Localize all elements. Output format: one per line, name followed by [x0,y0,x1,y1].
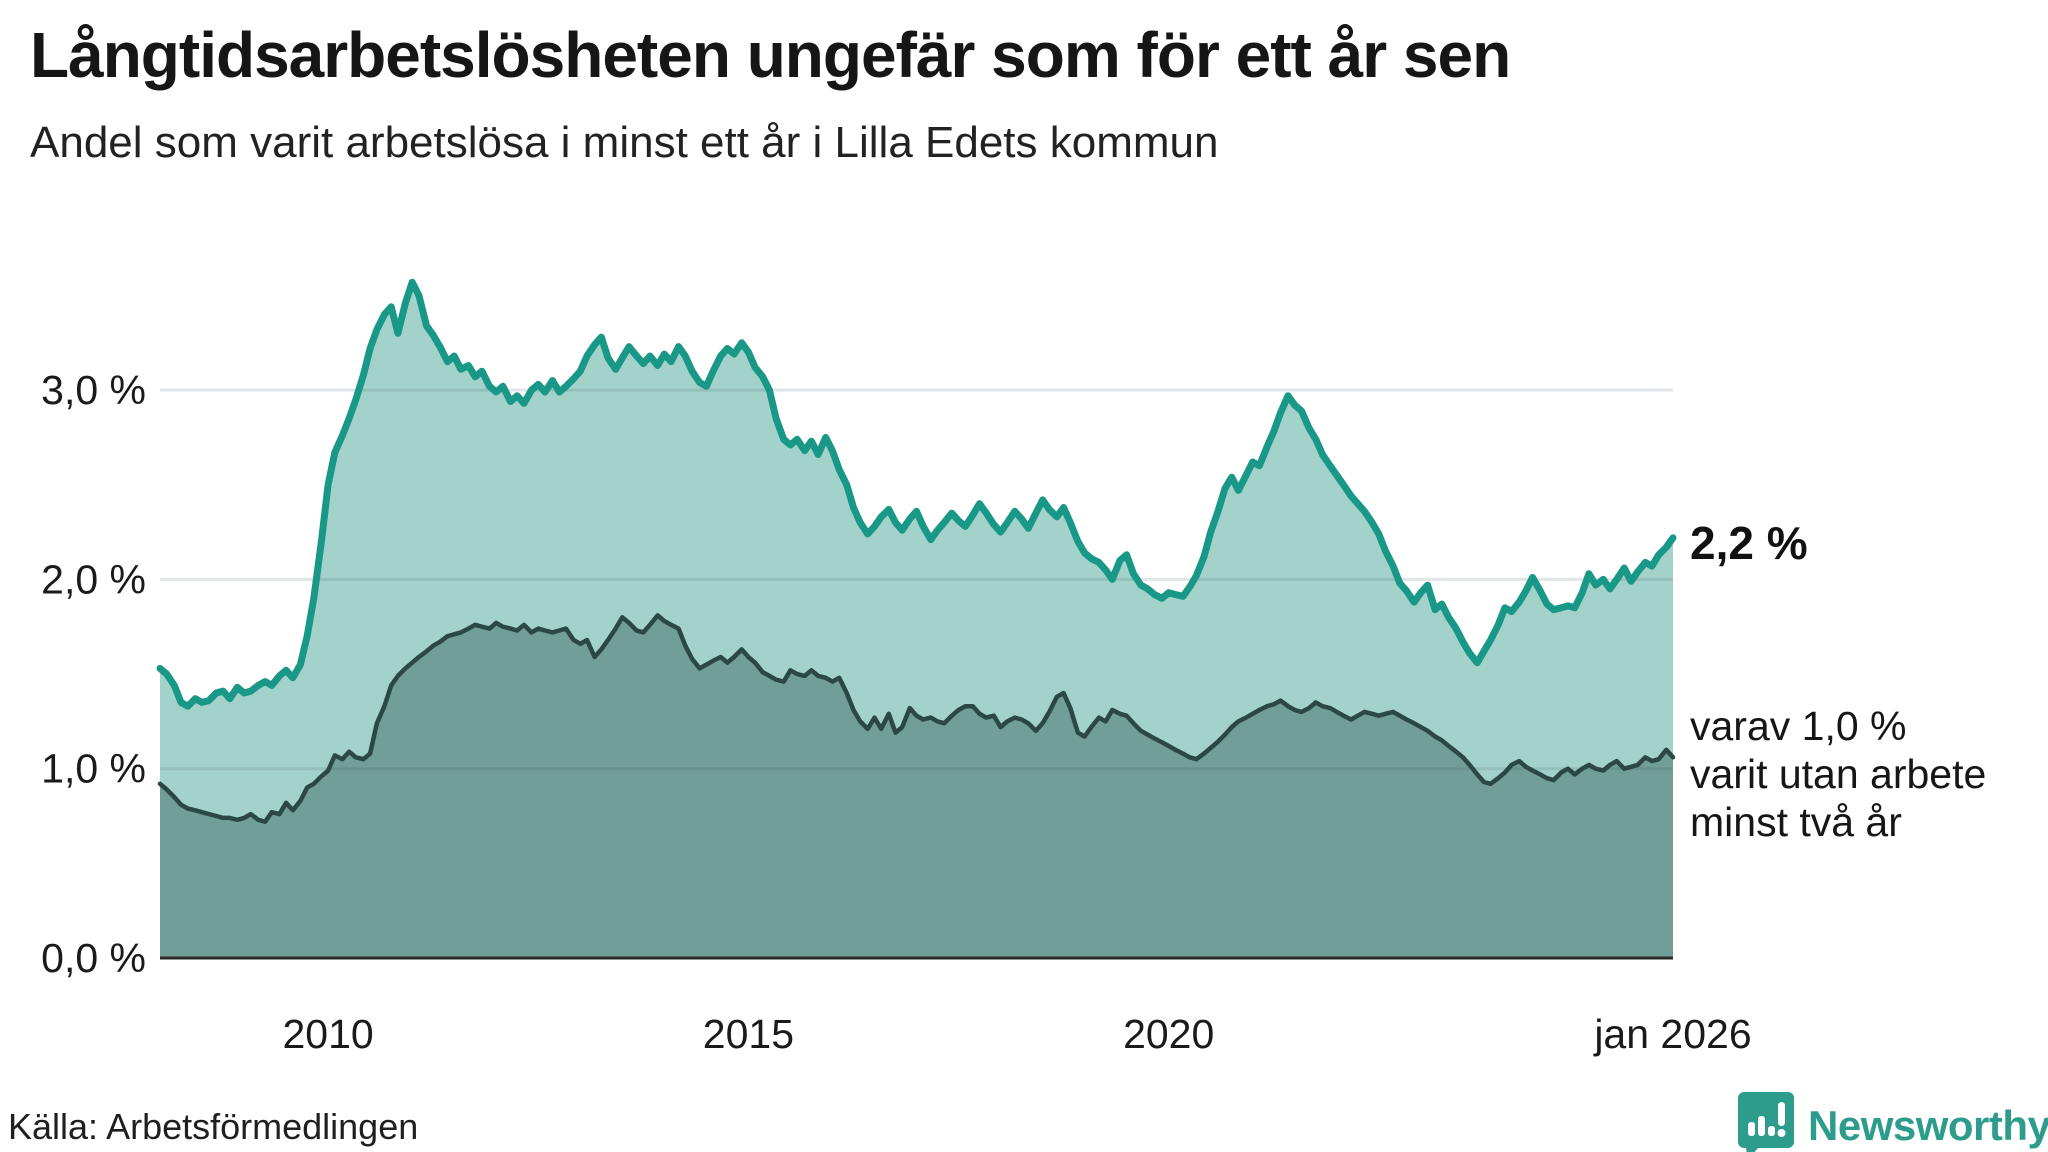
end-value-label-two-years-line1: varav 1,0 % [1690,703,1907,749]
x-tick-label-2020: 2020 [1123,1011,1214,1057]
line-at-least-two-years [157,613,1676,824]
area-at-least-two-years [160,615,1673,958]
page-subtitle: Andel som varit arbetslösa i minst ett å… [30,118,1219,167]
y-tick-label-0: 0,0 % [41,935,146,981]
end-value-label-two-years-line3: minst två år [1690,799,1902,845]
line-at-least-one-year [156,278,1677,710]
newsworthy-logo-text: Newsworthy [1808,1102,2048,1149]
y-tick-label-1: 1,0 % [41,746,146,792]
y-tick-label-3: 3,0 % [41,367,146,413]
newsworthy-logo-icon [1738,1092,1794,1152]
end-value-label-total: 2,2 % [1690,517,1808,569]
x-tick-label-2015: 2015 [703,1011,794,1057]
source-attribution: Källa: Arbetsförmedlingen [8,1106,419,1147]
end-value-label-two-years: varav 1,0 % varit utan arbete minst två … [1690,702,1986,846]
page-title: Långtidsarbetslösheten ungefär som för e… [30,19,1511,91]
x-tick-label-2010: 2010 [282,1011,373,1057]
x-tick-label-jan-2026: jan 2026 [1593,1011,1751,1057]
newsworthy-logo: Newsworthy [1736,1090,2048,1152]
end-value-label-two-years-line2: varit utan arbete [1690,751,1987,797]
y-tick-label-2: 2,0 % [41,556,146,602]
